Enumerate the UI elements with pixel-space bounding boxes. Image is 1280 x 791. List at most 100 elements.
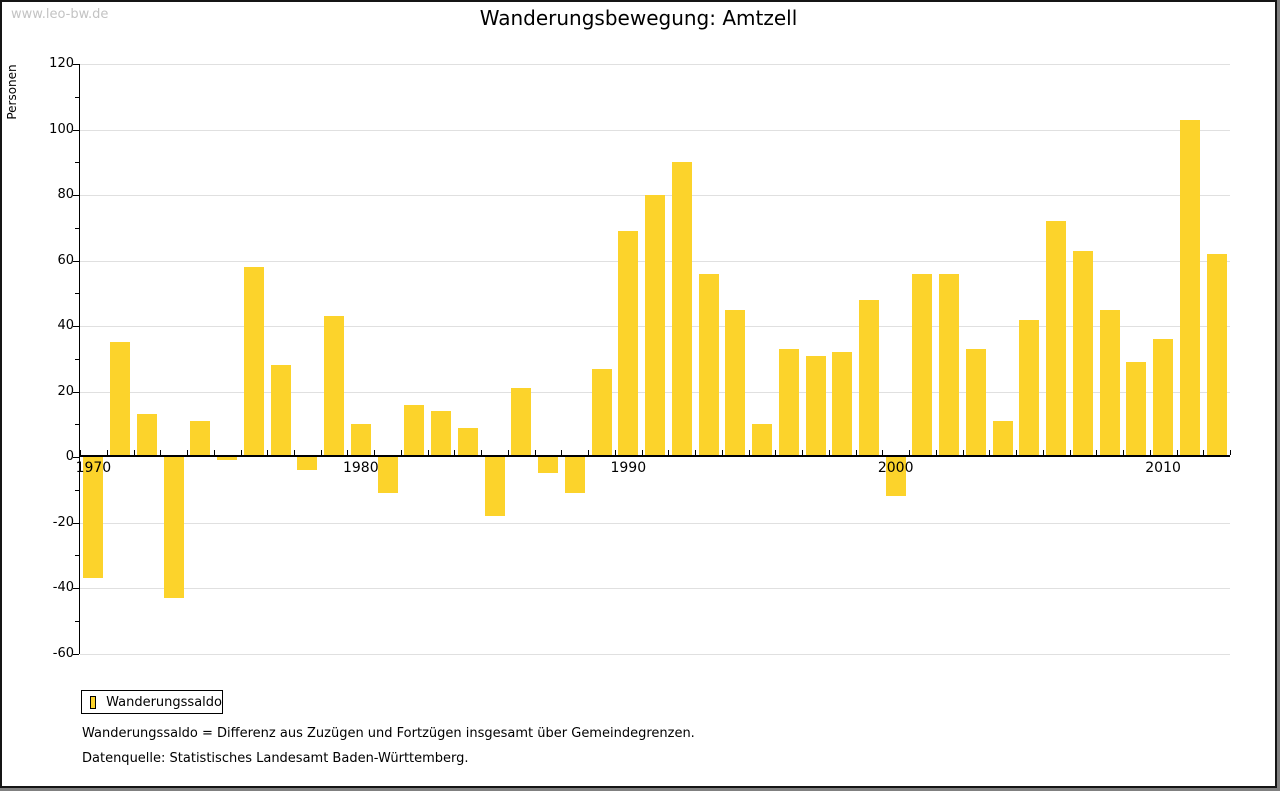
watermark: www.leo-bw.de [11,7,109,22]
bar-1984[interactable] [457,427,478,457]
bar-2006[interactable] [1046,221,1067,457]
y-tick-label-20: 20 [57,383,74,399]
bar-2011[interactable] [1179,119,1200,457]
bar-1994[interactable] [725,309,746,457]
bar-1986[interactable] [511,388,532,457]
y-tick-70 [75,227,79,229]
bar-1971[interactable] [110,342,131,457]
bar-2005[interactable] [1019,319,1040,457]
x-tick-7 [267,450,269,455]
y-tick--10 [75,489,79,491]
y-tick-30 [75,358,79,360]
bar-1990[interactable] [618,231,639,457]
bar-1970[interactable] [83,457,104,579]
x-tick-40 [1149,450,1151,455]
y-tick-50 [75,293,79,295]
bar-1982[interactable] [404,404,425,457]
footnote-source: Datenquelle: Statistisches Landesamt Bad… [82,751,469,766]
bar-1983[interactable] [431,411,451,457]
bar-1972[interactable] [136,414,157,457]
x-tick-38 [1096,450,1098,455]
bar-1991[interactable] [645,195,665,457]
x-tick-18 [561,450,563,455]
bar-2001[interactable] [912,273,933,457]
y-tick-label-80: 80 [57,187,74,202]
x-tick-1 [106,450,108,455]
y-tick-label--40: -40 [52,580,74,595]
bar-1979[interactable] [324,316,345,457]
bar-1995[interactable] [752,424,772,458]
x-tick-label-1970: 1970 [75,460,112,476]
legend-item-wanderungssaldo[interactable]: Wanderungssaldo [81,690,223,714]
x-tick-label-2000: 2000 [877,460,914,476]
bar-1988[interactable] [564,457,585,493]
y-tick--60 [73,653,79,655]
x-tick-6 [240,450,242,455]
bar-1976[interactable] [243,267,264,457]
y-tick-110 [75,96,79,98]
y-tick-80 [73,195,79,196]
y-axis-line [79,64,80,654]
bar-1978[interactable] [297,457,318,471]
x-tick-9 [320,450,322,455]
bar-2007[interactable] [1072,250,1093,457]
y-tick-label--60: -60 [52,645,74,661]
bar-1987[interactable] [538,457,558,474]
x-tick-13 [427,450,429,455]
bar-1977[interactable] [270,365,291,457]
y-tick-120 [73,64,79,65]
bar-1998[interactable] [832,352,853,457]
x-tick-42 [1203,450,1205,455]
y-tick-100 [73,129,79,131]
legend-swatch-icon [90,695,97,709]
bar-1993[interactable] [698,273,719,457]
bar-1997[interactable] [805,355,826,457]
x-tick-24 [721,450,723,455]
bar-2002[interactable] [939,273,960,457]
x-tick-15 [481,450,483,455]
x-tick-14 [454,450,456,455]
bar-1999[interactable] [859,299,879,457]
x-tick-17 [534,450,536,455]
bar-2000[interactable] [885,457,906,497]
y-tick-label-100: 100 [49,121,74,137]
x-tick-label-1990: 1990 [610,460,647,476]
bar-1973[interactable] [163,457,184,598]
x-tick-23 [695,450,697,455]
gridline--60 [80,653,1230,655]
x-tick-20 [614,450,616,455]
bar-1975[interactable] [217,457,238,461]
y-tick-label-120: 120 [49,56,74,71]
x-tick-16 [507,450,509,455]
x-tick-12 [400,450,402,455]
y-tick-label--20: -20 [52,514,74,530]
x-tick-26 [775,450,777,455]
x-tick-27 [802,450,804,455]
bar-1996[interactable] [778,348,799,457]
x-tick-30 [882,450,884,455]
y-tick--20 [73,522,79,524]
bar-2009[interactable] [1126,362,1147,457]
x-tick-32 [935,450,937,455]
bar-2004[interactable] [992,421,1013,457]
bar-1974[interactable] [190,421,211,457]
bar-2012[interactable] [1206,254,1227,457]
bar-2003[interactable] [965,348,986,457]
bar-1981[interactable] [377,457,398,493]
bar-1989[interactable] [591,368,612,457]
y-tick--30 [75,555,79,557]
x-tick-0 [80,450,81,455]
chart-title: Wanderungsbewegung: Amtzell [479,6,798,30]
x-tick-35 [1016,450,1017,455]
x-tick-39 [1123,450,1124,455]
bar-2010[interactable] [1153,339,1174,457]
y-tick-90 [75,162,79,164]
bar-1992[interactable] [671,162,692,458]
bar-1985[interactable] [484,457,505,516]
bar-2008[interactable] [1099,309,1120,457]
x-tick-label-2010: 2010 [1145,460,1181,476]
bar-1980[interactable] [350,424,371,458]
x-tick-29 [855,450,857,455]
y-tick-60 [73,260,79,262]
